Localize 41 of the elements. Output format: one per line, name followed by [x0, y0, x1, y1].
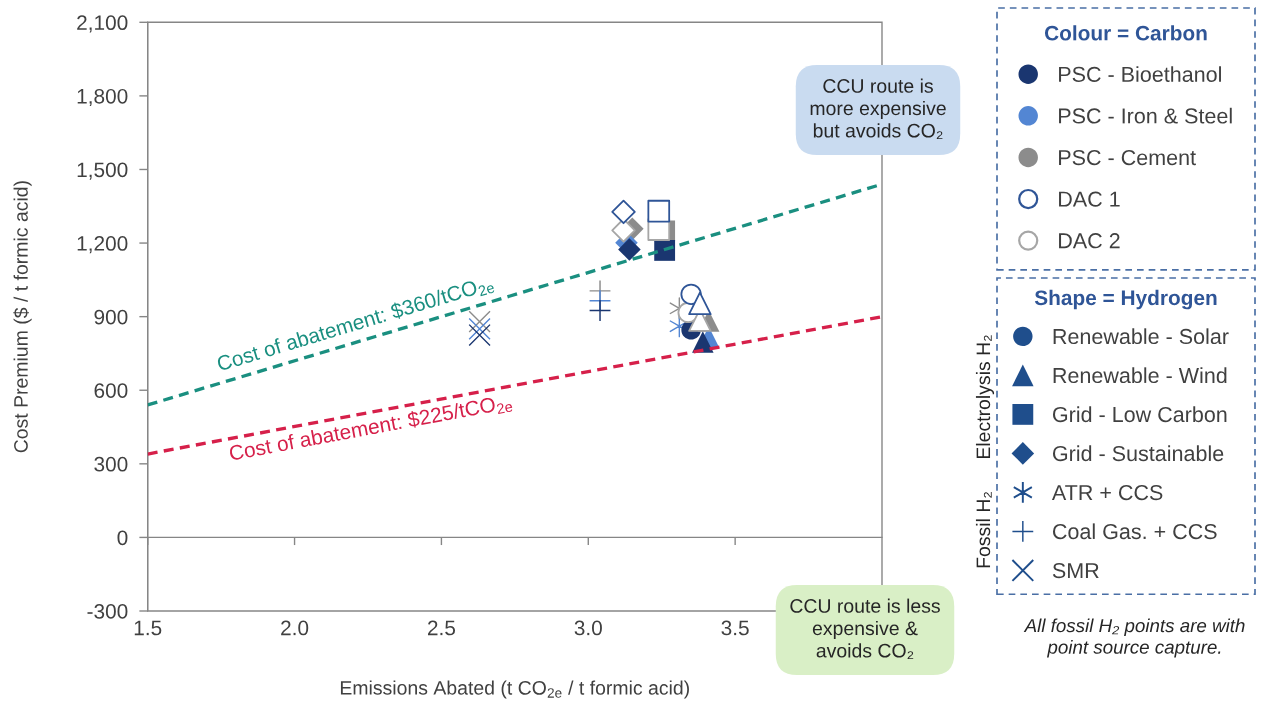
text: Cost of abatement: $225/tCO$_{2e}$: [228, 392, 513, 464]
y-tick-label: 600: [94, 383, 128, 398]
legend-label: Renewable - Wind: [1053, 367, 1227, 384]
y-tick-label: 1,500: [77, 162, 128, 180]
legend-label: Grid - Low Carbon: [1052, 406, 1227, 423]
legend-label: PSC - Bioethanol: [1059, 66, 1221, 82]
legend-label: PSC - Iron & Steel: [1059, 107, 1232, 124]
y-tick-label: 2,100: [77, 15, 128, 33]
y-tick-label: 1,800: [77, 88, 128, 107]
legend-label: Renewable - Solar: [1053, 328, 1229, 345]
text: All fossil H₂ points are with point source capture.: [1023, 618, 1245, 658]
text: Electrolysis H₂: [975, 335, 995, 459]
annotation: CCU route is more expensive but avoids CO₂: [810, 78, 946, 140]
text: Fossil H₂: [975, 492, 992, 568]
y-tick-label: 1,200: [77, 236, 128, 254]
y-axis-title: Cost Premium ($ / t formic acid): [13, 181, 32, 453]
x-tick-label: 1.5: [134, 620, 162, 636]
legend-label: Coal Gas. + CCS: [1052, 523, 1217, 540]
point: [611, 218, 636, 243]
x-tick-label: 2.0: [281, 620, 309, 636]
point: [611, 199, 636, 225]
y-tick-label: 300: [94, 456, 128, 472]
x-axis-title: Emissions Abated (t CO$_{2e}$ / t formic acid): [340, 680, 689, 699]
legend-label: DAC 2: [1059, 233, 1120, 249]
legend-label: DAC 1: [1059, 191, 1120, 207]
text: Cost of abatement: $360/tCO$_{2e}$: [215, 274, 495, 375]
y-tick-label: 900: [94, 309, 128, 325]
legend-label: SMR: [1052, 562, 1099, 579]
x-tick-label: 3.5: [721, 620, 749, 636]
x-tick-label: 2.5: [427, 620, 456, 636]
point: [688, 291, 712, 316]
annotation: CCU route is less expensive & avoids CO₂: [790, 598, 940, 660]
text: Colour = Carbon: [1044, 25, 1207, 41]
point: [647, 199, 671, 223]
legend-label: ATR + CCS: [1051, 484, 1163, 501]
legend-label: PSC - Cement: [1059, 149, 1196, 166]
y-tick-label: -300: [87, 604, 128, 619]
text: Shape = Hydrogen: [1034, 289, 1217, 310]
legend-label: Grid - Sustainable: [1052, 445, 1224, 462]
y-tick-label: 0: [117, 530, 128, 546]
x-tick-label: 3.0: [574, 620, 602, 636]
